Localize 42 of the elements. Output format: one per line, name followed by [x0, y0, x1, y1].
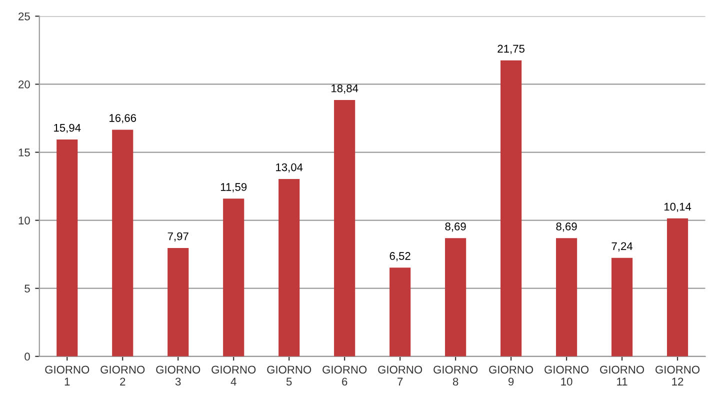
x-tick-label: GIORNO 5 [267, 366, 312, 386]
bar [500, 60, 522, 356]
x-tick-label: GIORNO 8 [434, 366, 478, 386]
bar [168, 248, 189, 356]
data-label: 21,75 [498, 44, 524, 54]
x-tick-label: GIORNO 12 [656, 366, 700, 386]
bar [445, 238, 466, 356]
bar [390, 268, 411, 356]
x-tick-label: GIORNO 3 [156, 366, 200, 386]
data-label: 7,97 [168, 232, 188, 242]
bar [112, 130, 134, 356]
data-label: 10,14 [664, 202, 692, 212]
bar [223, 198, 244, 356]
x-tick-label: GIORNO 11 [600, 366, 644, 386]
data-label: 6,52 [390, 252, 410, 262]
x-tick-label: GIORNO 7 [378, 366, 422, 386]
data-label: 11,59 [220, 183, 247, 192]
data-label: 16,66 [110, 114, 136, 124]
bar [666, 218, 688, 356]
x-tick-label: GIORNO 9 [489, 366, 534, 386]
x-tick-label: GIORNO 4 [212, 366, 256, 386]
data-label: 15,94 [54, 124, 81, 134]
x-tick-label: GIORNO 2 [100, 366, 145, 386]
data-label: 8,69 [556, 222, 577, 232]
bar [611, 258, 633, 356]
data-label: 13,04 [276, 163, 303, 173]
bar [278, 178, 300, 356]
y-tick-label: 20 [18, 80, 30, 88]
x-tick-label: GIORNO 1 [45, 366, 90, 386]
y-tick-label: 25 [18, 12, 30, 20]
y-tick-label: 5 [24, 284, 30, 292]
y-tick-label: 10 [18, 216, 30, 224]
bar [556, 238, 578, 356]
x-tick-label: GIORNO 10 [544, 366, 589, 386]
bar [334, 100, 356, 356]
data-label: 8,69 [445, 222, 466, 232]
y-tick-label: 0 [24, 352, 30, 361]
bar [56, 139, 78, 356]
data-label: 18,84 [332, 84, 358, 94]
data-label: 7,24 [612, 242, 633, 252]
y-tick-label: 15 [18, 148, 30, 156]
x-tick-label: GIORNO 6 [322, 366, 367, 386]
